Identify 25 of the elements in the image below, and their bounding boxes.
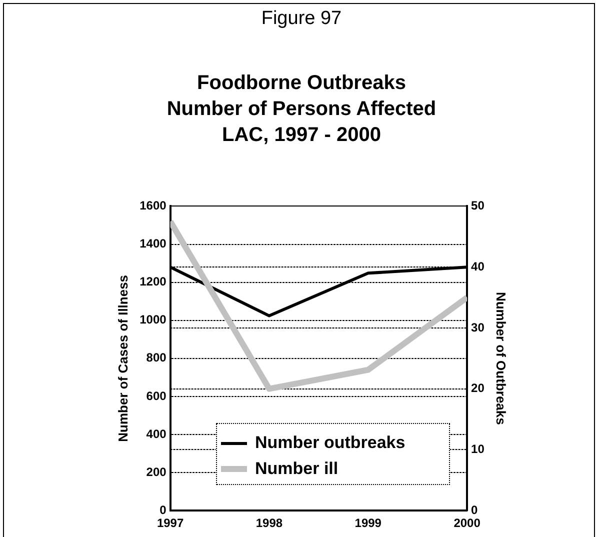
y-tick-label: 600 [146,388,167,403]
y-tick-label: 1600 [140,198,167,213]
y-axis-title: Number of Cases of Illness [115,274,130,442]
y-tick-label: 0 [160,502,167,517]
y2-tick-label: 0 [471,502,478,517]
chart-title: Foodborne Outbreaks Number of Persons Affected LAC, 1997 - 2000 [166,71,438,148]
y-tick-label: 200 [146,464,167,479]
y-tick-label: 800 [146,350,167,365]
x-tick-label: 2000 [454,516,481,530]
y2-tick-label: 10 [471,442,485,456]
y-tick-label: 1200 [140,274,167,289]
legend-label: Number ill [255,459,338,479]
y2-tick-label: 40 [471,259,485,274]
caption: Figure 97 [260,8,343,30]
x-tick-label: 1999 [354,516,382,530]
legend-label: Number outbreaks [255,433,406,453]
y-tick-label: 400 [146,426,167,441]
x-tick-label: 1997 [156,516,184,530]
y2-tick-label: 30 [471,320,485,334]
y2-tick-label: 50 [471,198,485,213]
y-tick-label: 1000 [140,312,167,327]
y2-axis-title: Number of Outbreaks [494,292,509,425]
y-tick-label: 1400 [140,236,167,251]
x-tick-label: 1998 [256,516,283,530]
y2-tick-label: 20 [471,381,485,396]
